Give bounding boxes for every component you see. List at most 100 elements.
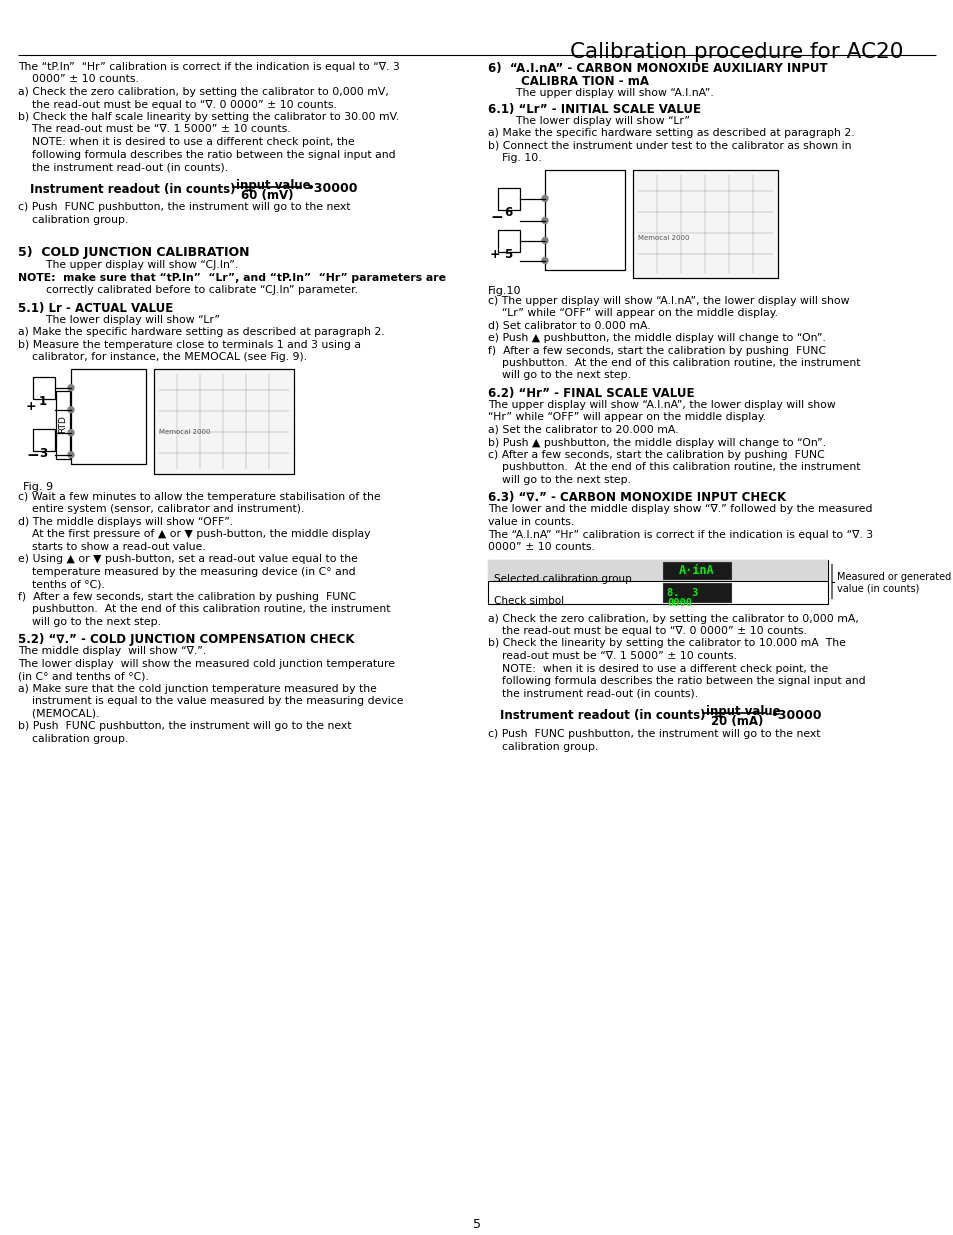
Text: temperature measured by the measuring device (in C° and: temperature measured by the measuring de… [18,567,355,577]
Text: Fig. 10.: Fig. 10. [488,153,541,163]
Text: •30000: •30000 [306,183,357,195]
Circle shape [541,217,547,224]
Text: starts to show a read-out value.: starts to show a read-out value. [18,542,206,552]
Circle shape [541,258,547,263]
Circle shape [541,237,547,243]
Text: pushbutton.  At the end of this calibration routine, the instrument: pushbutton. At the end of this calibrati… [18,604,390,614]
Text: a) Make the specific hardware setting as described at paragraph 2.: a) Make the specific hardware setting as… [18,327,384,337]
Text: +: + [490,248,500,262]
Text: The lower display will show “Lr”: The lower display will show “Lr” [18,315,220,325]
Text: b) Connect the instrument under test to the calibrator as shown in: b) Connect the instrument under test to … [488,141,851,151]
Text: Instrument readout (in counts)  =: Instrument readout (in counts) = [499,709,723,722]
Text: The read-out must be “∇. 1 5000” ± 10 counts.: The read-out must be “∇. 1 5000” ± 10 co… [18,125,291,135]
Text: a) Check the zero calibration, by setting the calibrator to 0,000 mV,: a) Check the zero calibration, by settin… [18,86,389,98]
Text: Fig. 9: Fig. 9 [23,482,53,492]
Text: 6)  “A.I.nA” - CARBON MONOXIDE AUXILIARY INPUT: 6) “A.I.nA” - CARBON MONOXIDE AUXILIARY … [488,62,827,75]
Text: calibration group.: calibration group. [18,734,129,743]
Text: b) Check the half scale linearity by setting the calibrator to 30.00 mV.: b) Check the half scale linearity by set… [18,112,398,122]
Bar [662,562,730,578]
Text: +: + [26,400,36,412]
Text: a) Make the specific hardware setting as described at paragraph 2.: a) Make the specific hardware setting as… [488,128,854,138]
Text: Calibration procedure for AC20: Calibration procedure for AC20 [569,42,902,62]
Text: e) Push ▲ pushbutton, the middle display will change to “On”.: e) Push ▲ pushbutton, the middle display… [488,333,825,343]
Text: will go to the next step.: will go to the next step. [488,370,630,380]
Text: the instrument read-out (in counts).: the instrument read-out (in counts). [488,688,698,699]
Text: −: − [490,210,502,225]
Text: b) Push  FUNC pushbutton, the instrument will go to the next: b) Push FUNC pushbutton, the instrument … [18,721,351,731]
Text: At the first pressure of ▲ or ▼ push-button, the middle display: At the first pressure of ▲ or ▼ push-but… [18,530,370,540]
Text: calibration group.: calibration group. [18,215,129,225]
Text: −: − [26,448,39,463]
Text: •30000: •30000 [769,709,821,722]
Text: NOTE:  when it is desired to use a different check point, the: NOTE: when it is desired to use a differ… [488,663,827,673]
Text: a) Check the zero calibration, by setting the calibrator to 0,000 mA,: a) Check the zero calibration, by settin… [488,614,858,624]
Text: 5.1) Lr - ACTUAL VALUE: 5.1) Lr - ACTUAL VALUE [18,301,173,315]
Text: 60 (mV): 60 (mV) [241,189,294,201]
Text: calibrator, for instance, the MEMOCAL (see Fig. 9).: calibrator, for instance, the MEMOCAL (s… [18,352,307,362]
Text: (in C° and tenths of °C).: (in C° and tenths of °C). [18,672,149,682]
Text: CALIBRA TION - mA: CALIBRA TION - mA [488,75,648,88]
Text: e) Using ▲ or ▼ push-button, set a read-out value equal to the: e) Using ▲ or ▼ push-button, set a read-… [18,555,357,564]
Text: NOTE: when it is desired to use a different check point, the: NOTE: when it is desired to use a differ… [18,137,355,147]
Text: The upper display will show “A.I.nA”.: The upper display will show “A.I.nA”. [488,88,713,98]
Text: The “tP.In”  “Hr” calibration is correct if the indication is equal to “∇. 3: The “tP.In” “Hr” calibration is correct … [18,62,399,72]
Text: Check simbol: Check simbol [494,595,563,605]
Bar [633,169,778,278]
Bar [544,169,624,269]
Text: correctly calibrated before to calibrate “CJ.In” parameter.: correctly calibrated before to calibrate… [18,285,357,295]
Text: d) Set calibrator to 0.000 mA.: d) Set calibrator to 0.000 mA. [488,321,650,331]
Text: a) Make sure that the cold junction temperature measured by the: a) Make sure that the cold junction temp… [18,684,376,694]
Circle shape [68,385,74,390]
Text: calibration group.: calibration group. [488,741,598,752]
Text: Instrument readout (in counts)  =: Instrument readout (in counts) = [30,183,253,195]
Text: The upper display will show “CJ.In”.: The upper display will show “CJ.In”. [18,261,238,270]
Text: The upper display will show “A.I.nA”, the lower display will show: The upper display will show “A.I.nA”, th… [488,400,835,410]
Text: following formula describes the ratio between the signal input and: following formula describes the ratio be… [18,149,395,159]
Circle shape [68,430,74,436]
Text: read-out must be “∇. 1 5000” ± 10 counts.: read-out must be “∇. 1 5000” ± 10 counts… [488,651,737,661]
Circle shape [541,195,547,201]
Text: The lower display  will show the measured cold junction temperature: The lower display will show the measured… [18,658,395,668]
Text: b) Measure the temperature close to terminals 1 and 3 using a: b) Measure the temperature close to term… [18,340,360,350]
Text: following formula describes the ratio between the signal input and: following formula describes the ratio be… [488,676,864,685]
Text: input value: input value [705,705,780,718]
Text: Selected calibration group: Selected calibration group [494,573,631,583]
Text: A·ínA: A·ínA [679,563,714,577]
Text: 5: 5 [503,247,512,261]
Bar [33,429,55,451]
Text: c) Wait a few minutes to allow the temperature stabilisation of the: c) Wait a few minutes to allow the tempe… [18,492,380,501]
Bar [71,369,146,464]
Bar [488,559,827,580]
Text: will go to the next step.: will go to the next step. [18,616,161,626]
Text: The lower and the middle display show “∇.” followed by the measured: The lower and the middle display show “∇… [488,505,872,515]
Text: b) Check the linearity by setting the calibrator to 10.000 mA  The: b) Check the linearity by setting the ca… [488,638,845,648]
Text: 5: 5 [473,1218,480,1231]
Text: will go to the next step.: will go to the next step. [488,475,630,485]
Bar [497,230,519,252]
Bar [33,377,55,399]
Text: 5.2) “∇.” - COLD JUNCTION COMPENSATION CHECK: 5.2) “∇.” - COLD JUNCTION COMPENSATION C… [18,634,355,646]
Text: The lower display will show “Lr”: The lower display will show “Lr” [488,116,689,126]
Text: The “A.I.nA” “Hr” calibration is correct if the indication is equal to “∇. 3: The “A.I.nA” “Hr” calibration is correct… [488,530,872,540]
Bar [153,369,294,474]
Text: (MEMOCAL).: (MEMOCAL). [18,709,99,719]
Text: 6.1) “Lr” - INITIAL SCALE VALUE: 6.1) “Lr” - INITIAL SCALE VALUE [488,103,700,116]
Text: b) Push ▲ pushbutton, the middle display will change to “On”.: b) Push ▲ pushbutton, the middle display… [488,437,825,447]
Text: c) Push  FUNC pushbutton, the instrument will go to the next: c) Push FUNC pushbutton, the instrument … [18,203,350,212]
Text: pushbutton.  At the end of this calibration routine, the instrument: pushbutton. At the end of this calibrati… [488,358,860,368]
Text: The middle display  will show “∇.”.: The middle display will show “∇.”. [18,646,206,656]
Text: 6.2) “Hr” - FINAL SCALE VALUE: 6.2) “Hr” - FINAL SCALE VALUE [488,387,694,400]
Text: f)  After a few seconds, start the calibration by pushing  FUNC: f) After a few seconds, start the calibr… [18,592,355,601]
Text: Measured or generated: Measured or generated [836,572,950,582]
Text: input value: input value [235,179,311,191]
Text: instrument is equal to the value measured by the measuring device: instrument is equal to the value measure… [18,697,403,706]
Bar [662,583,730,601]
Text: value (in counts): value (in counts) [836,583,919,594]
Text: f)  After a few seconds, start the calibration by pushing  FUNC: f) After a few seconds, start the calibr… [488,346,825,356]
Text: c) After a few seconds, start the calibration by pushing  FUNC: c) After a few seconds, start the calibr… [488,450,824,459]
Text: value in counts.: value in counts. [488,517,574,527]
Text: 20 (mA): 20 (mA) [710,715,762,727]
Text: the read-out must be equal to “∇. 0 0000” ± 10 counts.: the read-out must be equal to “∇. 0 0000… [488,626,806,636]
Text: “Hr” while “OFF” will appear on the middle display.: “Hr” while “OFF” will appear on the midd… [488,412,765,422]
Text: 0000” ± 10 counts.: 0000” ± 10 counts. [488,542,595,552]
